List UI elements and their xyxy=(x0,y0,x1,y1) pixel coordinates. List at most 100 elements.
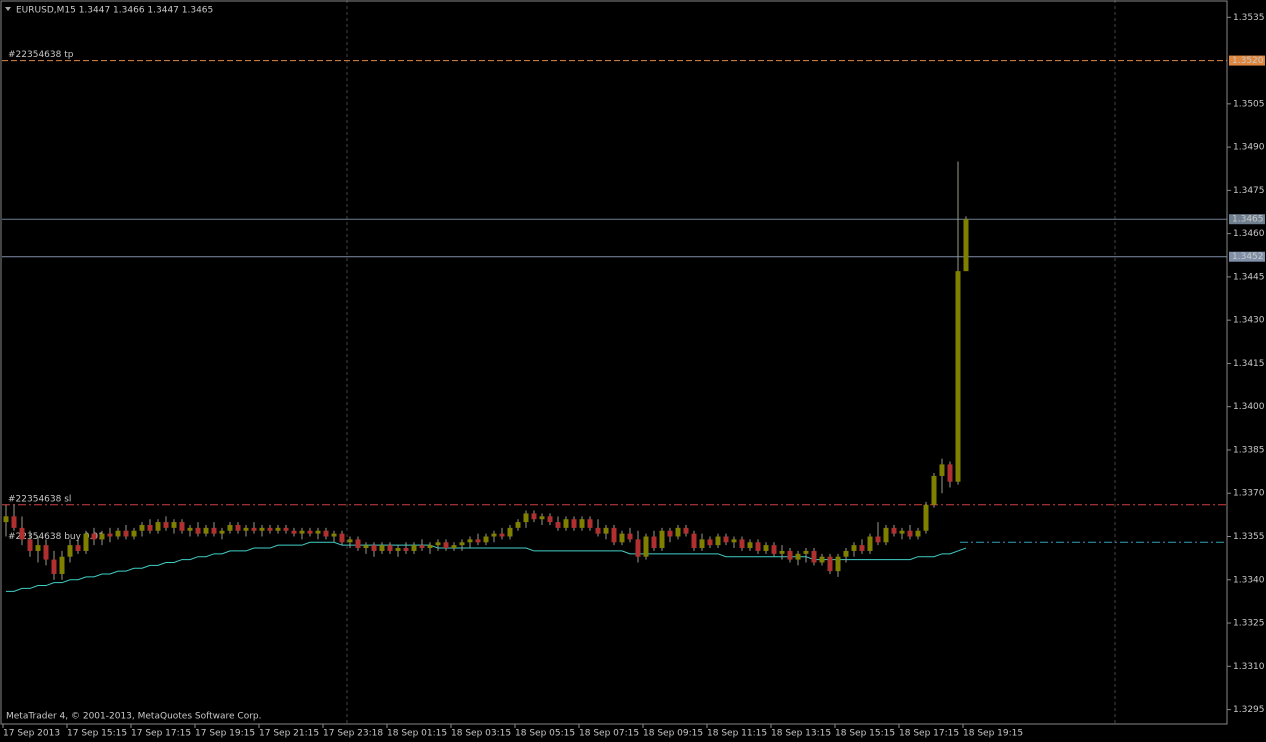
candle-body xyxy=(963,219,969,272)
y-tick-label: 1.3460 xyxy=(1233,229,1265,239)
candle-body xyxy=(259,527,265,531)
x-tick-label: 17 Sep 19:15 xyxy=(195,729,255,739)
candle-body xyxy=(875,536,881,543)
candle-body xyxy=(331,533,337,537)
x-tick-label: 18 Sep 19:15 xyxy=(963,729,1023,739)
candle-body xyxy=(507,527,513,537)
candle-body xyxy=(355,539,361,549)
candle-body xyxy=(635,539,641,557)
candle-body xyxy=(939,464,945,476)
plot-frame xyxy=(0,0,1228,725)
candle-body xyxy=(291,530,297,534)
y-tick-label: 1.3295 xyxy=(1233,705,1265,715)
candle-body xyxy=(51,559,57,575)
candle-body xyxy=(115,530,121,537)
candle-body xyxy=(771,545,777,554)
candle-body xyxy=(675,527,681,537)
x-tick-label: 17 Sep 21:15 xyxy=(259,729,319,739)
header-arrow xyxy=(5,7,11,11)
candle-body xyxy=(539,516,545,520)
candle-body xyxy=(203,527,209,534)
x-tick-label: 18 Sep 03:15 xyxy=(451,729,511,739)
candle-body xyxy=(475,539,481,543)
candle-body xyxy=(619,533,625,543)
candle-body xyxy=(27,539,33,551)
candle-body xyxy=(683,527,689,534)
candle-body xyxy=(915,530,921,537)
candle-body xyxy=(315,530,321,534)
candle-body xyxy=(11,516,17,528)
x-tick-label: 18 Sep 13:15 xyxy=(771,729,831,739)
candle-body xyxy=(91,533,97,540)
candle-body xyxy=(179,522,185,531)
candle-body xyxy=(587,519,593,528)
candle-body xyxy=(867,536,873,551)
candle-body xyxy=(523,513,529,523)
candle-body xyxy=(187,527,193,531)
candle-body xyxy=(107,533,113,537)
candle-body xyxy=(155,522,161,531)
candle-body xyxy=(531,513,537,520)
candle-body xyxy=(195,527,201,534)
x-tick-label: 17 Sep 15:15 xyxy=(67,729,127,739)
price-box xyxy=(1229,214,1265,225)
candle-body xyxy=(851,545,857,551)
candle-body xyxy=(579,519,585,528)
candle-body xyxy=(667,530,673,537)
candle-body xyxy=(307,530,313,534)
y-tick-label: 1.3325 xyxy=(1233,619,1265,629)
candle-body xyxy=(811,550,817,563)
candle-body xyxy=(459,542,465,546)
candle-body xyxy=(843,550,849,557)
candle-body xyxy=(147,524,153,531)
candle-body xyxy=(787,550,793,560)
x-tick-label: 17 Sep 2013 xyxy=(3,729,60,739)
y-tick-label: 1.3505 xyxy=(1233,99,1265,109)
candle-body xyxy=(899,530,905,534)
candle-body xyxy=(323,530,329,537)
candle-body xyxy=(515,522,521,528)
y-tick-label: 1.3445 xyxy=(1233,272,1265,282)
candle-body xyxy=(603,527,609,534)
candle-body xyxy=(907,530,913,537)
x-tick-label: 18 Sep 01:15 xyxy=(387,729,447,739)
candle-body xyxy=(131,530,137,537)
candle-body xyxy=(347,539,353,543)
candle-body xyxy=(387,545,393,551)
x-tick-label: 17 Sep 17:15 xyxy=(131,729,191,739)
candle-body xyxy=(275,527,281,531)
candle-body xyxy=(715,536,721,546)
candle-body xyxy=(435,542,441,546)
candle-body xyxy=(163,522,169,528)
candle-body xyxy=(627,533,633,540)
y-tick-label: 1.3385 xyxy=(1233,445,1265,455)
candle-body xyxy=(499,533,505,537)
candle-body xyxy=(395,548,401,551)
x-tick-label: 18 Sep 15:15 xyxy=(835,729,895,739)
candle-body xyxy=(411,545,417,551)
candle-body xyxy=(139,524,145,531)
candle-body xyxy=(483,536,489,543)
x-tick-label: 18 Sep 05:15 xyxy=(515,729,575,739)
chart-header: EURUSD,M15 1.3447 1.3466 1.3447 1.3465 xyxy=(16,6,213,16)
candle-body xyxy=(739,539,745,549)
candle-body xyxy=(803,550,809,554)
candle-body xyxy=(835,556,841,572)
candle-body xyxy=(339,533,345,543)
candle-body xyxy=(19,527,25,540)
candle-body xyxy=(467,539,473,543)
candle-body xyxy=(819,556,825,563)
candle-body xyxy=(451,545,457,549)
candle-body xyxy=(563,519,569,528)
price-box xyxy=(1229,55,1265,66)
footer: MetaTrader 4, © 2001-2013, MetaQuotes So… xyxy=(6,712,262,722)
y-tick-label: 1.3370 xyxy=(1233,489,1265,499)
candle-body xyxy=(371,545,377,551)
y-tick-label: 1.3490 xyxy=(1233,143,1265,153)
candle-body xyxy=(427,545,433,549)
candle-body xyxy=(443,542,449,549)
candle-body xyxy=(707,539,713,546)
candle-body xyxy=(403,548,409,551)
y-tick-label: 1.3415 xyxy=(1233,359,1265,369)
